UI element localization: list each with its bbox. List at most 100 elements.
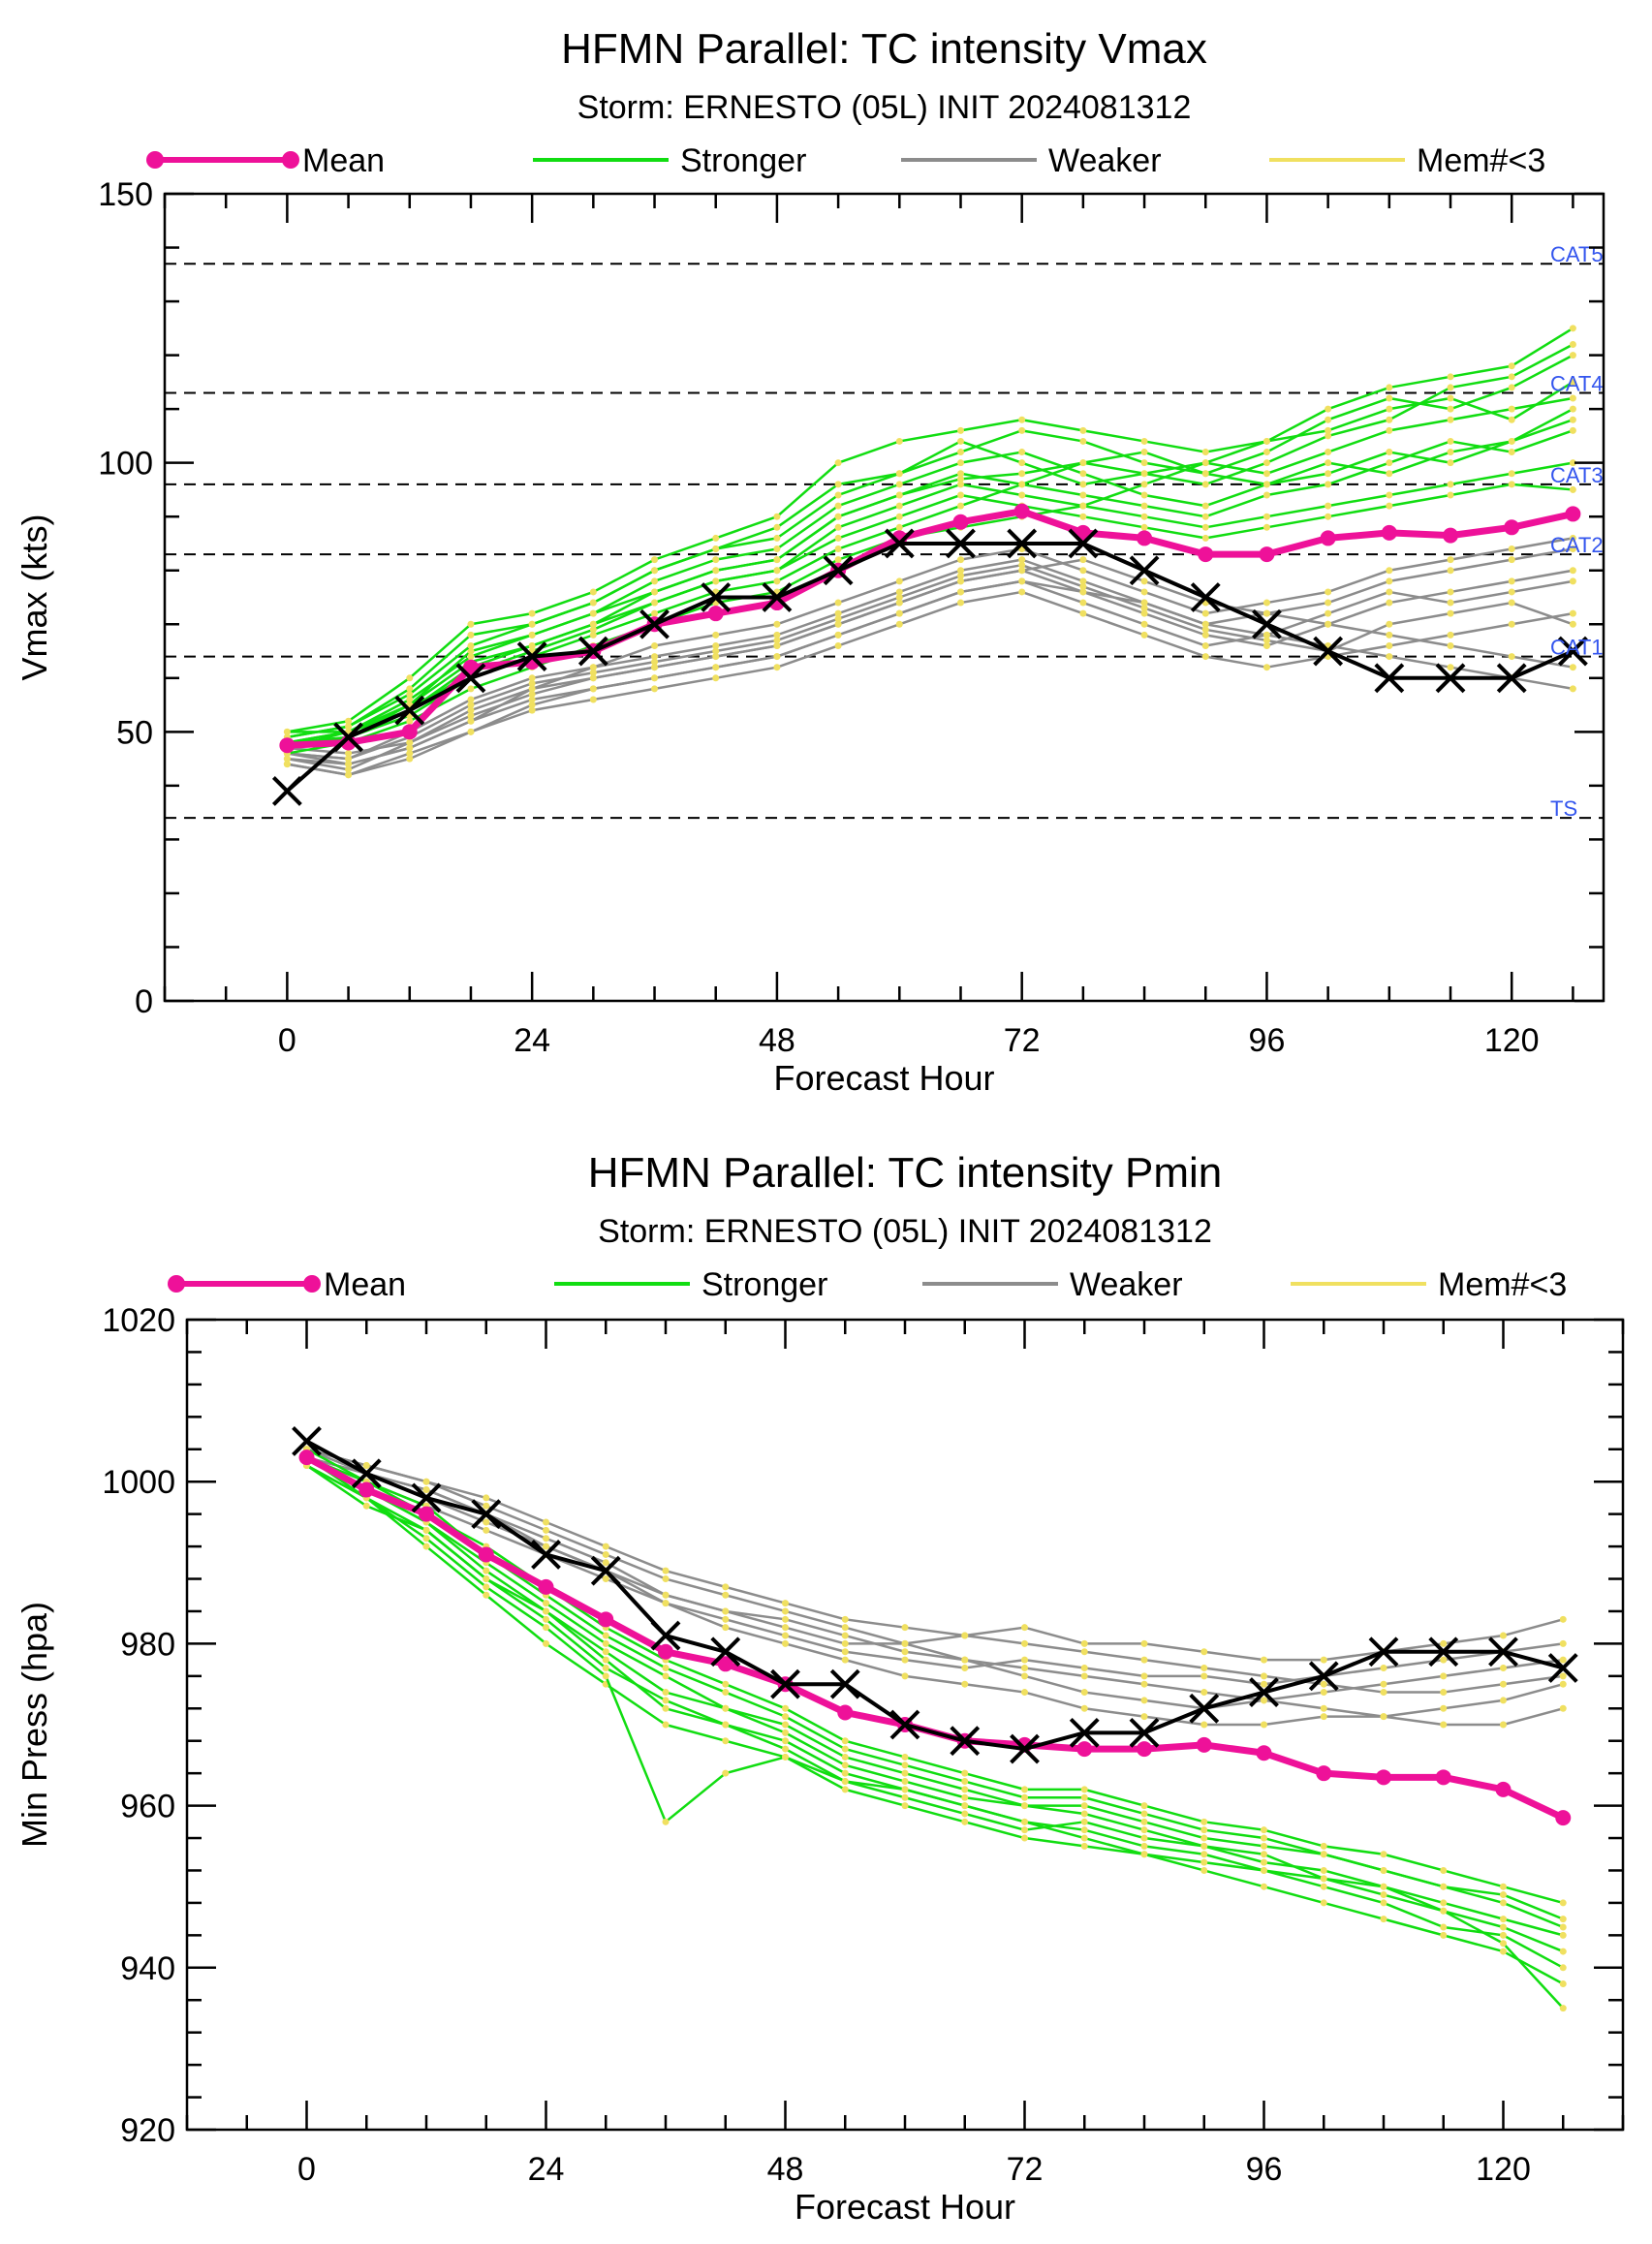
series-stronger-4-point [782,1753,789,1761]
series-stronger-6-point [1569,459,1576,467]
series-stronger-5-point [1140,1826,1148,1834]
series-stronger-2-point [961,1786,969,1793]
series-weaker-5-point [782,1600,789,1607]
series-weaker-7-point [1262,631,1270,639]
series-weaker-5-point [773,641,781,649]
series-stronger-0-point [722,1737,730,1745]
series-stronger-4-point [467,620,475,628]
series-weaker-3-point [1079,582,1087,590]
series-stronger-7-point [602,1664,609,1671]
series-weaker-7-point [834,631,842,639]
series-stronger-0-point [467,647,475,655]
series-official [286,541,1574,793]
series-official-marker [829,1668,860,1699]
series-weaker-7-point [589,685,597,693]
series-official-marker [1374,663,1405,694]
series-official-marker [471,1499,502,1530]
series-weaker-1-point [841,1648,849,1656]
series-stronger-9 [287,483,1574,750]
series-weaker-3-point [895,594,903,601]
series-weaker-3-point [901,1672,909,1680]
series-stronger-7-point [1080,1826,1088,1834]
series-stronger-7-point [1140,1842,1148,1850]
series-stronger-0-point [662,1721,670,1729]
series-stronger-3-point [1079,491,1087,499]
legend: Mean Stronger Weaker Mem#<3 [168,1266,1567,1303]
series-official-marker [394,695,425,726]
series-weaker-4-point [1386,641,1393,649]
series-mean-point [1198,546,1214,563]
series-stronger-4-point [1201,449,1209,456]
series-weaker-3-point [1080,1704,1088,1712]
series-stronger-8-point [1140,449,1148,456]
series-mean-point [952,514,969,530]
series-weaker-5-point [662,1567,670,1574]
series-stronger-6-point [1447,481,1454,488]
series-mean-point [1376,1769,1391,1786]
series-stronger-7-point [1380,1891,1387,1899]
series-weaker-2-point [901,1639,909,1647]
legend-label-3: Mem#<3 [1417,142,1545,179]
ref-label-cat2: CAT2 [1550,533,1604,557]
series-stronger-7-point [406,690,414,698]
series-weaker-4-point [722,1607,730,1615]
series-weaker-0-point [1500,1632,1507,1639]
series-weaker-3-point [1447,609,1454,617]
series-official-marker [1428,1636,1459,1667]
series-weaker-0-point [773,631,781,639]
series-weaker-1-point [467,706,475,714]
series-mean-point [298,1449,315,1466]
series-weaker-2-point [1079,599,1087,607]
ref-label-cat1: CAT1 [1550,636,1604,660]
series-stronger-1-point [1559,1964,1567,1972]
series-stronger-7 [287,381,1574,739]
legend: Mean Stronger Weaker Mem#<3 [146,142,1545,179]
series-weaker-6-point [345,761,353,768]
series-stronger-3-point [1569,426,1576,434]
series-weaker-1-point [1140,609,1148,617]
series-stronger-1-point [956,449,964,456]
series-weaker-2-point [1201,641,1209,649]
series-weaker-3 [306,1455,1564,1727]
series-weaker-3-point [467,701,475,709]
x-tick-label: 72 [1007,2151,1044,2188]
series-weaker-5-point [589,674,597,682]
series-weaker-4-point [1021,1664,1028,1671]
series-weaker-4-point [1500,1721,1507,1729]
x-tick-label: 48 [759,1022,795,1059]
series-mean-point [419,1506,434,1522]
series-weaker-4 [287,590,1574,777]
series-stronger-7 [305,1464,1564,1953]
series-weaker-1-point [1021,1656,1028,1664]
series-weaker-4-point [1569,609,1576,617]
series-stronger-7-point [1021,1818,1028,1825]
series-weaker-3-point [834,615,842,623]
series-weaker-6-point [773,620,781,628]
series-official-marker [351,1458,382,1489]
series-stronger-6-point [834,556,842,564]
series-weaker-4-point [1440,1721,1448,1729]
series-weaker-1 [287,569,1574,755]
series-official-marker [770,1668,800,1699]
series-stronger-2-point [1200,1834,1208,1842]
series-stronger-2-point [1140,1818,1148,1825]
series-stronger-7-point [589,599,597,607]
series-weaker-4-point [841,1632,849,1639]
series-weaker-5-point [1200,1664,1208,1671]
series-stronger-9-point [895,513,903,520]
series-weaker-1-point [1447,588,1454,596]
series-weaker-4-point [712,674,720,682]
series-weaker-4-point [1140,1680,1148,1688]
series-weaker-2-point [1559,1656,1567,1664]
legend-mean-dot-end [303,1275,321,1293]
series-stronger-3-point [1320,1842,1327,1850]
series-mean-point [462,659,479,675]
series-weaker-7-point [712,664,720,671]
series-weaker-1-point [1386,599,1393,607]
series-stronger-2-point [1500,1899,1507,1907]
legend-label-2: Weaker [1048,142,1162,179]
series-official-marker [950,1726,981,1757]
series-stronger-0 [305,1456,1564,1985]
series-weaker-4 [306,1455,1564,1727]
series-mean-point [358,1481,375,1498]
